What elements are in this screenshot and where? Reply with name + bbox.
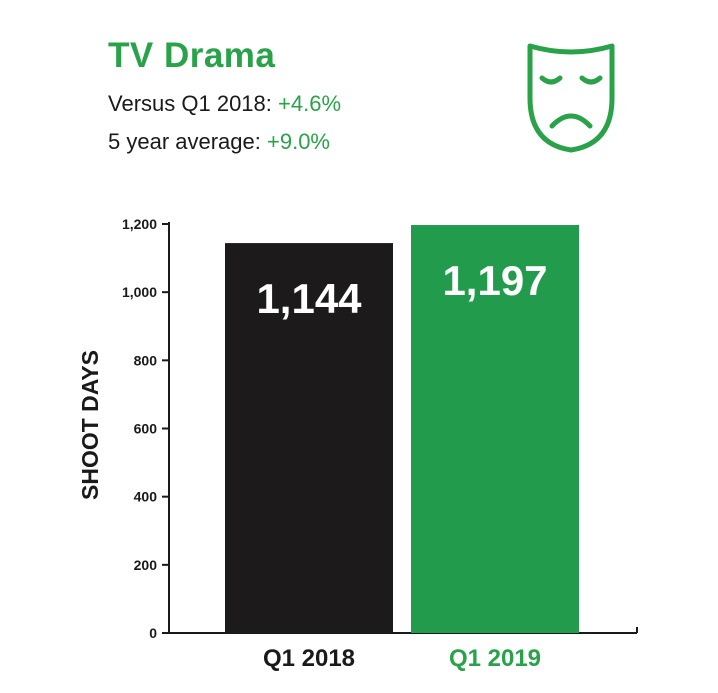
y-tick-label: 1,200 xyxy=(122,216,157,232)
stat-five-year-average: 5 year average: +9.0% xyxy=(108,129,330,155)
y-tick-label: 400 xyxy=(134,489,158,505)
y-tick-label: 0 xyxy=(149,625,157,641)
y-ticks: 0 200 400 600 800 1,000 1,200 xyxy=(122,216,169,641)
y-tick-label: 800 xyxy=(134,352,158,368)
category-labels: Q1 2018 Q1 2019 xyxy=(263,645,541,672)
stat-value: +4.6% xyxy=(278,91,342,116)
stat-versus-q1-2018: Versus Q1 2018: +4.6% xyxy=(108,91,341,117)
bar-value-label: 1,197 xyxy=(442,257,547,304)
stat-label: Versus Q1 2018: xyxy=(108,91,272,116)
y-tick-label: 600 xyxy=(134,421,158,437)
bar-value-label: 1,144 xyxy=(256,275,362,322)
y-axis-label: SHOOT DAYS xyxy=(77,350,103,500)
category-label: Q1 2018 xyxy=(263,645,355,672)
stat-label: 5 year average: xyxy=(108,129,261,154)
bar-q1-2018 xyxy=(225,243,393,633)
y-tick-label: 200 xyxy=(134,557,158,573)
category-label: Q1 2019 xyxy=(449,645,541,672)
stat-value: +9.0% xyxy=(267,129,330,154)
bars: 1,144 1,197 xyxy=(225,225,579,633)
sad-theater-mask-icon xyxy=(527,43,615,153)
chart-title: TV Drama xyxy=(108,36,276,75)
bar-q1-2019 xyxy=(411,225,579,633)
y-tick-label: 1,000 xyxy=(122,284,157,300)
